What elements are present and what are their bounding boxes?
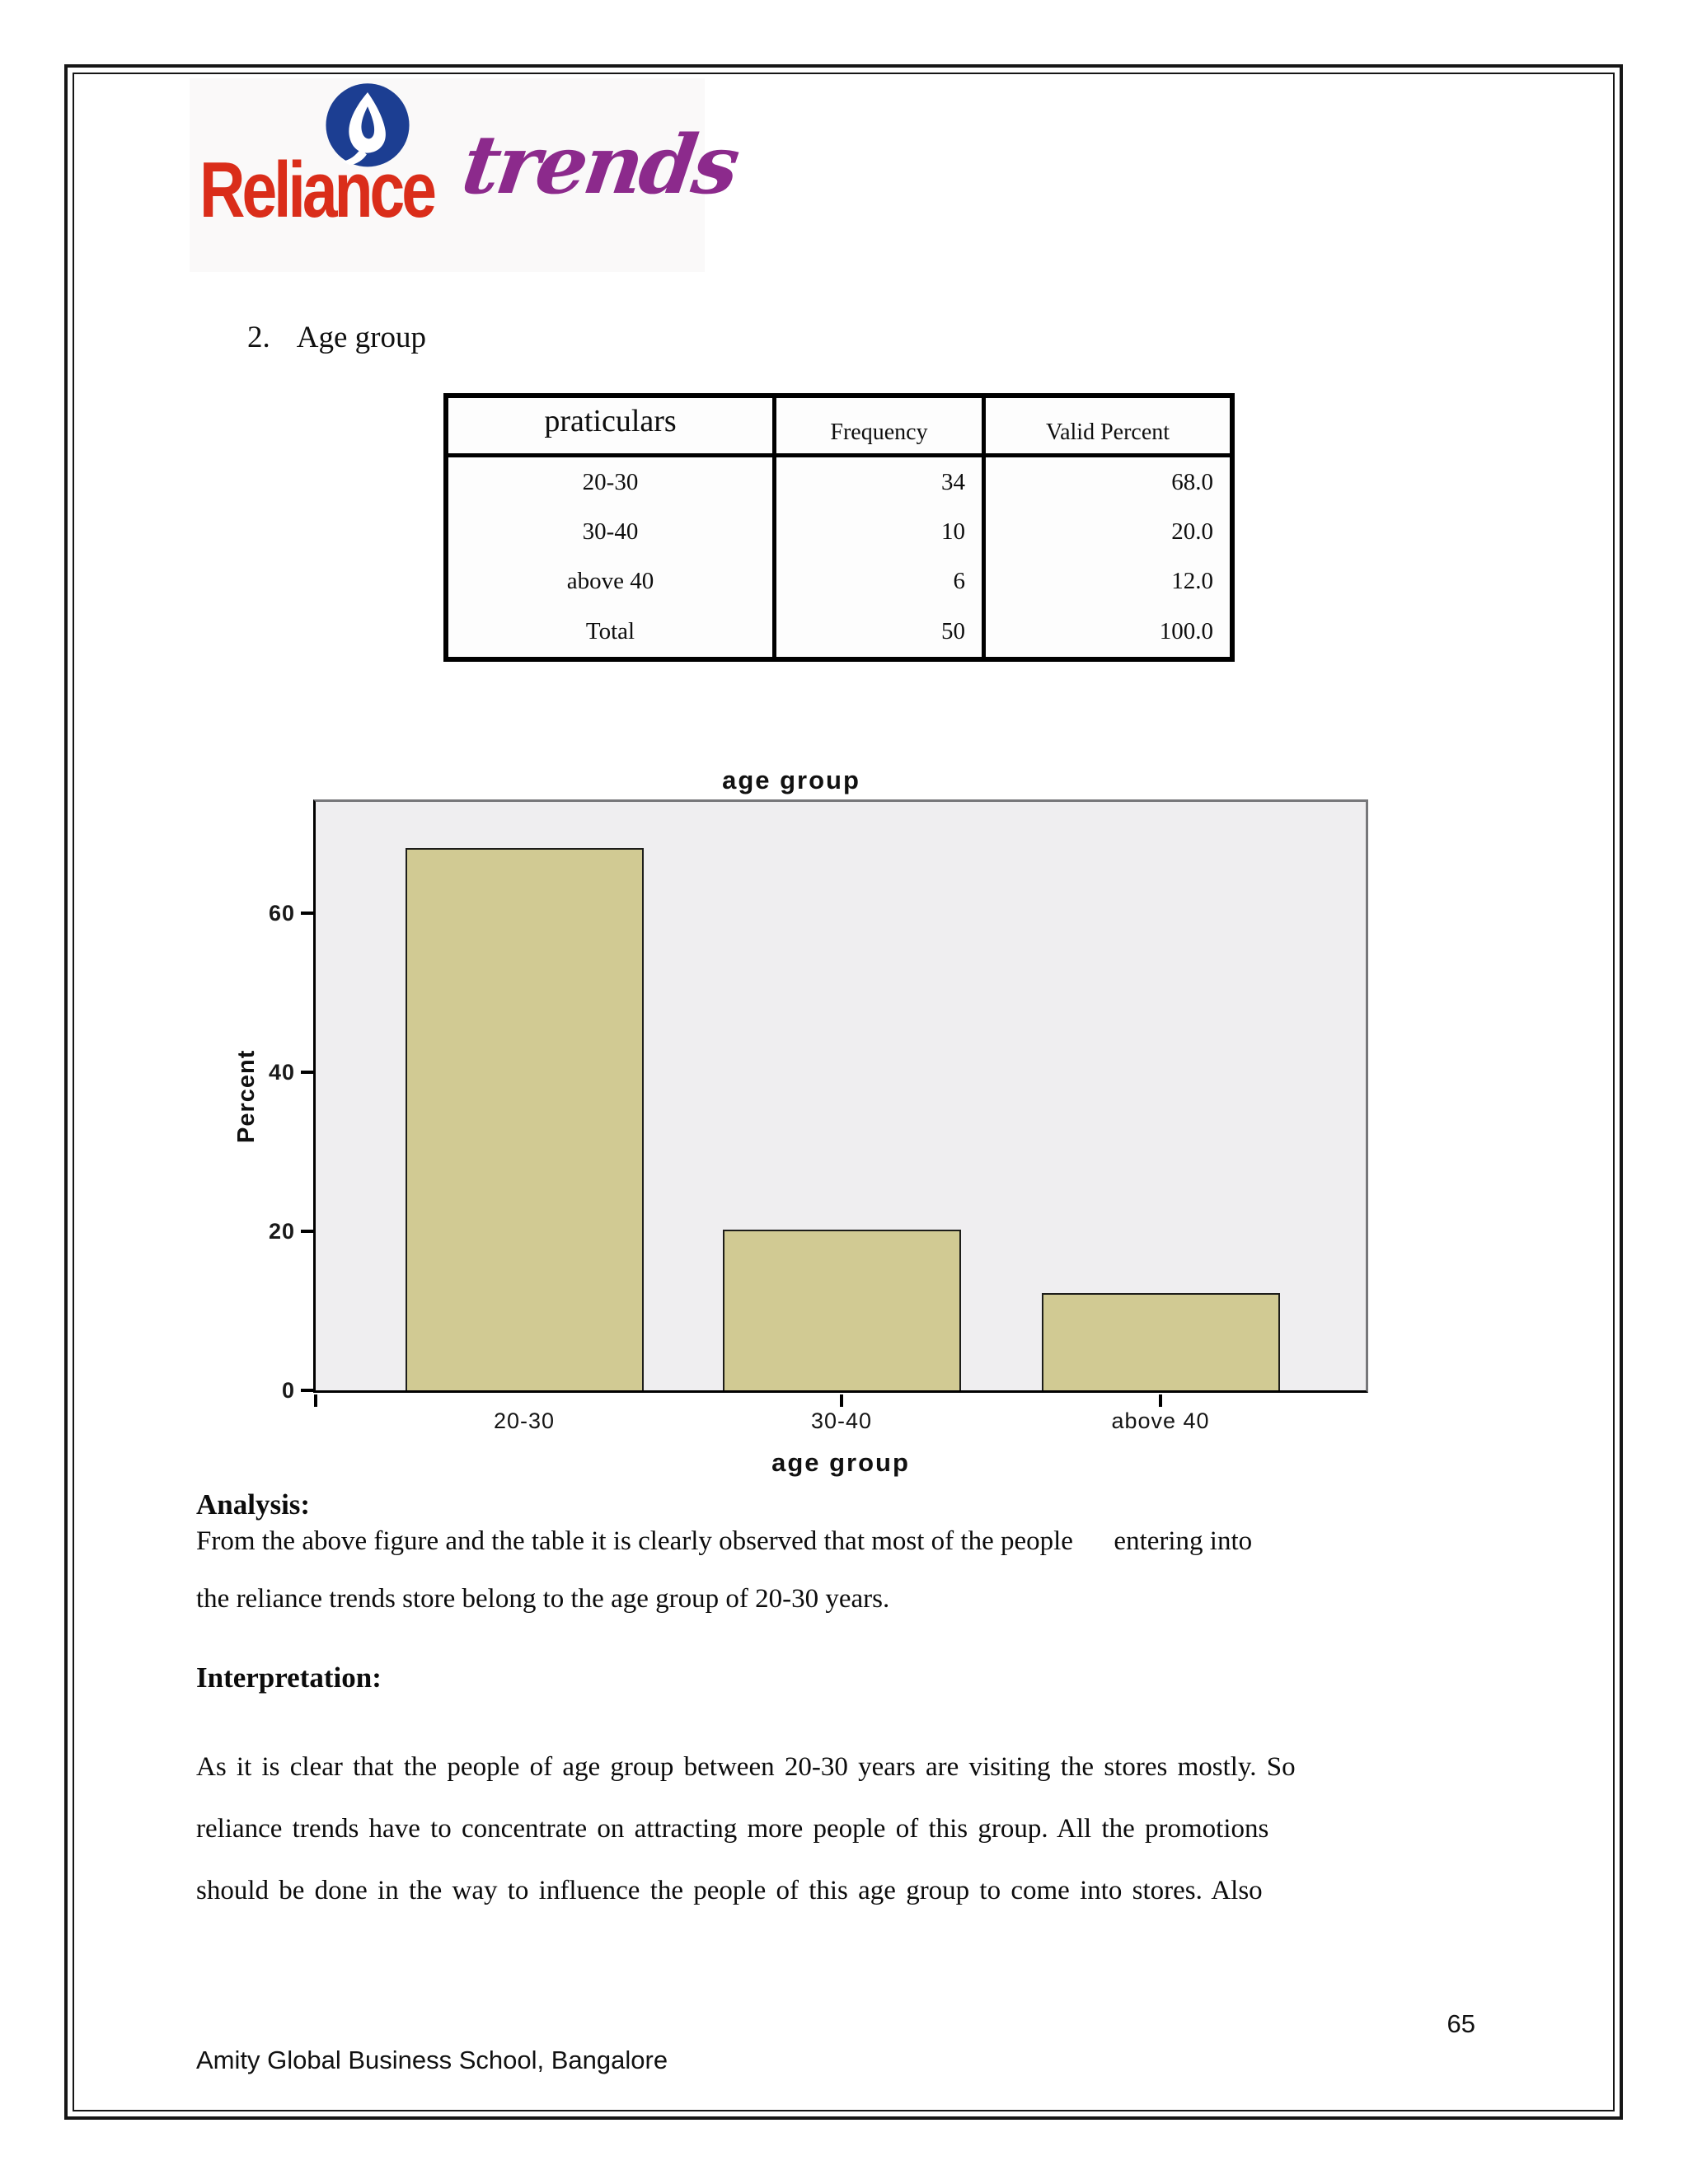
x-axis-tick: [840, 1394, 843, 1407]
logo-brand-text: Reliance: [199, 146, 437, 234]
plot-area: 60 40 20 0: [269, 799, 1368, 1407]
analysis-line: From the above figure and the table it i…: [196, 1526, 1253, 1556]
table-cell-frequency: 50: [776, 606, 986, 657]
table-cell-label: 30-40: [448, 507, 776, 556]
y-tick-mark: [301, 1071, 313, 1075]
interpretation-section: Interpretation: As it is clear that the …: [196, 1661, 1507, 1933]
y-tick-mark: [301, 1230, 313, 1234]
table-cell-valid-percent: 68.0: [1171, 468, 1213, 495]
table-cell-valid-percent: 100.0: [1159, 617, 1213, 644]
section-heading: 2. Age group: [247, 320, 426, 355]
analysis-section: Analysis: From the above figure and the …: [196, 1488, 1507, 1645]
reliance-trends-logo: Reliance trends: [190, 78, 742, 272]
y-tick-label: 20: [268, 1218, 295, 1244]
table-cell-frequency: 34: [776, 457, 986, 507]
reliance-flame-icon: [326, 83, 410, 167]
bar-20-30: [406, 847, 644, 1390]
table-cell-valid-percent: 20.0: [1171, 518, 1213, 545]
y-tick-label: 60: [268, 900, 295, 926]
analysis-heading: Analysis:: [196, 1488, 311, 1521]
analysis-line: the reliance trends store belong to the …: [196, 1584, 890, 1614]
x-category-label: above 40: [1111, 1408, 1210, 1433]
table-header-valid-percent: Valid Percent: [986, 398, 1230, 457]
table-cell-label: 20-30: [448, 457, 776, 507]
interpretation-line: should be done in the way to influence t…: [196, 1876, 1263, 1905]
y-tick-label: 0: [281, 1377, 295, 1403]
interpretation-line: reliance trends have to concentrate on a…: [196, 1814, 1269, 1844]
table-cell-label: above 40: [448, 556, 776, 606]
y-axis-tick: 20: [256, 1219, 313, 1244]
bar-above-40: [1042, 1293, 1280, 1390]
logo-script-text: trends: [456, 118, 743, 213]
page-number: 65: [1447, 2009, 1475, 2038]
y-tick-label: 40: [268, 1059, 295, 1085]
y-tick-mark: [301, 1389, 313, 1392]
footer-school-name: Amity Global Business School, Bangalore: [196, 2046, 668, 2074]
y-tick-mark: [301, 912, 313, 916]
section-number: 2.: [247, 321, 270, 354]
x-axis-tick: [314, 1394, 317, 1407]
table-cell-frequency: 10: [776, 507, 986, 556]
table-cell-label: Total: [448, 606, 776, 657]
x-axis-tick: [1159, 1394, 1162, 1407]
y-axis-tick: 0: [256, 1378, 313, 1403]
y-axis-tick: 40: [256, 1060, 313, 1085]
interpretation-line: As it is clear that the people of age gr…: [196, 1752, 1296, 1782]
table-header-praticulars: praticulars: [448, 398, 776, 457]
chart-title: age group: [722, 766, 860, 794]
age-group-bar-chart: age group Percent 60 40 20 0: [233, 762, 1368, 1488]
age-group-table: praticulars Frequency Valid Percent 20-3…: [443, 393, 1235, 662]
y-axis-tick: 60: [256, 901, 313, 926]
table-cell-valid-percent: 12.0: [1171, 567, 1213, 594]
x-axis-title: age group: [771, 1448, 910, 1477]
section-title: Age group: [296, 321, 426, 354]
x-category-label: 30-40: [810, 1408, 873, 1433]
x-category-label: 20-30: [493, 1408, 556, 1433]
table-header-frequency: Frequency: [776, 398, 986, 457]
bar-30-40: [723, 1230, 961, 1390]
table-cell-frequency: 6: [776, 556, 986, 606]
interpretation-heading: Interpretation:: [196, 1661, 382, 1694]
